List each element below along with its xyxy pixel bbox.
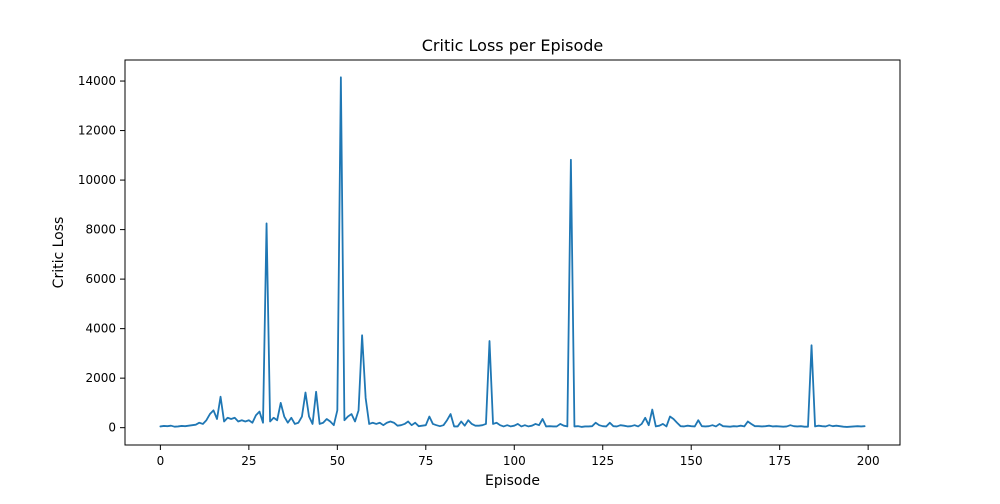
- x-tick-label: 100: [503, 454, 526, 468]
- y-tick-label: 10000: [78, 173, 116, 187]
- x-tick-label: 0: [157, 454, 165, 468]
- y-tick-label: 2000: [85, 371, 116, 385]
- x-tick-label: 25: [241, 454, 256, 468]
- y-tick-label: 8000: [85, 223, 116, 237]
- y-tick-label: 14000: [78, 74, 116, 88]
- x-tick-label: 125: [591, 454, 614, 468]
- series-line-critic-loss: [159, 76, 866, 428]
- x-tick-label: 200: [857, 454, 880, 468]
- x-tick-label: 50: [330, 454, 345, 468]
- plot-frame: [124, 59, 901, 446]
- x-tick-label: 175: [768, 454, 791, 468]
- x-axis-ticks: 0 25 50 75 100 125 150 175 200: [157, 445, 880, 468]
- x-axis-label: Episode: [485, 473, 540, 489]
- plot-area: [125, 60, 900, 445]
- x-tick-label: 150: [680, 454, 703, 468]
- y-axis-ticks: 0 2000 4000 6000 8000 10000 12000 14000: [78, 74, 125, 435]
- y-tick-label: 0: [108, 421, 116, 435]
- x-tick-label: 75: [418, 454, 433, 468]
- y-axis-label: Critic Loss: [51, 217, 67, 289]
- y-tick-label: 4000: [85, 322, 116, 336]
- chart-title: Critic Loss per Episode: [422, 36, 603, 55]
- y-tick-label: 6000: [85, 272, 116, 286]
- y-tick-label: 12000: [78, 124, 116, 138]
